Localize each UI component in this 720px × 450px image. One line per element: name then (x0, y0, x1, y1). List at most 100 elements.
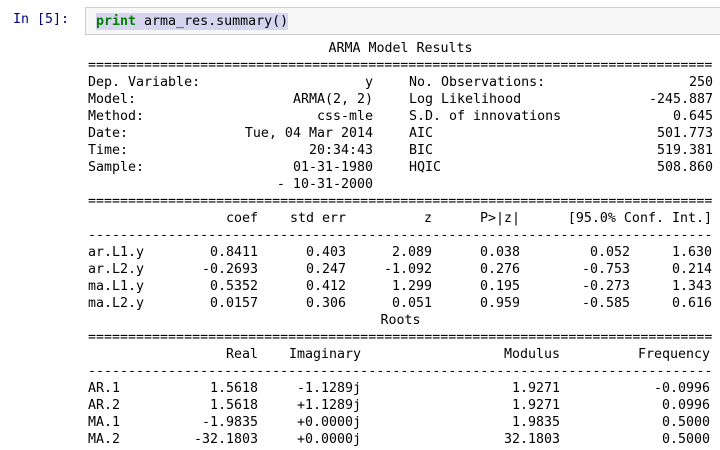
table-cell: Time: (88, 143, 129, 158)
output-title: ARMA Model Results (328, 41, 473, 56)
table-cell: No. Observations: (409, 75, 546, 90)
roots-table: AR.1 1.5618 -1.1289j 1.9271 -0.0996 AR.2 1.561… (88, 380, 713, 448)
table-cell: 1.299 (391, 279, 432, 294)
table-cell: -0.0996 (653, 381, 710, 396)
table-cell: 1.9271 (511, 398, 560, 413)
cell-output: ARMA Model Results =====================… (88, 40, 713, 448)
table-cell: ma.L1.y (88, 279, 145, 294)
table-cell: ar.L1.y (88, 245, 145, 260)
table-cell: ma.L2.y (88, 296, 145, 311)
table-cell: -1.1289j (296, 381, 361, 396)
info-row: Sample: 01-31-1980 HQIC 508.860 (88, 159, 713, 176)
table-cell: Log Likelihood (409, 92, 522, 107)
table-cell: 519.381 (656, 143, 713, 158)
table-cell: -0.2693 (201, 262, 258, 277)
info-row: - 10-31-2000 (88, 176, 713, 193)
table-cell: - 10-31-2000 (276, 177, 373, 192)
table-cell: 0.051 (391, 296, 432, 311)
table-cell (409, 176, 579, 193)
table-cell: -0.273 (581, 279, 630, 294)
code-editor[interactable]: print arma_res.summary() (85, 7, 720, 35)
coef-table-header: coef std err z P>|z| [95.0% Conf. Int.] (88, 210, 713, 227)
roots-table-header: Real Imaginary Modulus Frequency (88, 346, 713, 363)
table-cell: 250 (688, 75, 713, 90)
table-cell: +0.0000j (296, 415, 361, 430)
table-cell: y (364, 75, 373, 90)
table-cell: 0.052 (589, 245, 630, 260)
table-cell: ar.L2.y (88, 262, 145, 277)
table-cell: 0.276 (479, 262, 520, 277)
table-cell: 0.0996 (661, 398, 710, 413)
separator-light: ----------------------------------------… (88, 364, 713, 379)
separator-heavy: ========================================… (88, 330, 713, 345)
table-cell: 1.5618 (209, 398, 258, 413)
table-cell: Sample: (88, 160, 145, 175)
table-cell: 20:34:43 (308, 143, 373, 158)
table-cell: ARMA(2, 2) (292, 92, 373, 107)
info-row: Date: Tue, 04 Mar 2014 AIC 501.773 (88, 125, 713, 142)
table-cell: 0.959 (479, 296, 520, 311)
table-cell: Date: (88, 126, 129, 141)
table-cell: std err (289, 211, 346, 226)
table-cell: Method: (88, 109, 145, 124)
table-cell: -1.9835 (201, 415, 258, 430)
table-cell: -0.585 (581, 296, 630, 311)
code-text: arma_res.summary() (136, 14, 289, 29)
separator-heavy: ========================================… (88, 58, 713, 73)
table-cell: MA.2 (88, 432, 121, 447)
table-cell: 1.630 (671, 245, 712, 260)
table-cell: [95.0% Conf. Int.] (567, 211, 712, 226)
roots-header-row: Real Imaginary Modulus Frequency (88, 346, 713, 363)
table-cell (579, 176, 713, 193)
table-cell: 1.9835 (511, 415, 560, 430)
table-cell: Model: (88, 92, 137, 107)
table-cell: Dep. Variable: (88, 75, 201, 90)
table-cell: Imaginary (288, 347, 361, 362)
code-keyword: print (96, 14, 137, 29)
table-cell: 0.038 (479, 245, 520, 260)
table-cell (88, 346, 168, 363)
table-cell: Tue, 04 Mar 2014 (244, 126, 373, 141)
coef-row: ma.L1.y 0.5352 0.412 1.299 0.195 -0.273 1.343 (88, 278, 713, 295)
coef-table: ar.L1.y 0.8411 0.403 2.089 0.038 0.052 1.630 ar… (88, 244, 713, 312)
table-cell: 2.089 (391, 245, 432, 260)
table-cell: S.D. of innovations (409, 109, 562, 124)
table-cell (88, 176, 208, 193)
table-cell: AIC (409, 126, 434, 141)
info-row: Method: css-mle S.D. of innovations 0.645 (88, 108, 713, 125)
table-cell: -32.1803 (193, 432, 258, 447)
code-line-selected: print arma_res.summary() (96, 13, 289, 30)
table-cell: +1.1289j (296, 398, 361, 413)
table-cell: 0.214 (671, 262, 712, 277)
info-row: Dep. Variable: y No. Observations: 250 (88, 74, 713, 91)
table-cell: P>|z| (479, 211, 520, 226)
table-cell: 0.5352 (209, 279, 258, 294)
table-cell: 1.9271 (511, 381, 560, 396)
table-cell: AR.1 (88, 381, 121, 396)
table-cell: +0.0000j (296, 432, 361, 447)
table-cell: 1.343 (671, 279, 712, 294)
table-cell: 0.645 (672, 109, 713, 124)
table-cell: -0.753 (581, 262, 630, 277)
table-cell: 32.1803 (503, 432, 560, 447)
table-cell: 1.5618 (209, 381, 258, 396)
table-cell: 0.5000 (661, 432, 710, 447)
coef-row: ar.L1.y 0.8411 0.403 2.089 0.038 0.052 1.630 (88, 244, 713, 261)
table-cell: MA.1 (88, 415, 121, 430)
table-cell: BIC (409, 143, 434, 158)
separator-heavy: ========================================… (88, 194, 713, 209)
table-cell: 0.195 (479, 279, 520, 294)
coef-row: ar.L2.y -0.2693 0.247 -1.092 0.276 -0.753 0.21… (88, 261, 713, 278)
roots-row: AR.1 1.5618 -1.1289j 1.9271 -0.0996 (88, 380, 713, 397)
roots-row: AR.2 1.5618 +1.1289j 1.9271 0.0996 (88, 397, 713, 414)
table-cell: Modulus (503, 347, 560, 362)
table-cell: AR.2 (88, 398, 121, 413)
table-cell (88, 210, 168, 227)
table-cell: 0.5000 (661, 415, 710, 430)
input-prompt: In [5]: (13, 12, 70, 27)
table-cell: 01-31-1980 (292, 160, 373, 175)
info-row: Time: 20:34:43 BIC 519.381 (88, 142, 713, 159)
table-cell: -245.887 (648, 92, 713, 107)
table-cell: Real (225, 347, 258, 362)
